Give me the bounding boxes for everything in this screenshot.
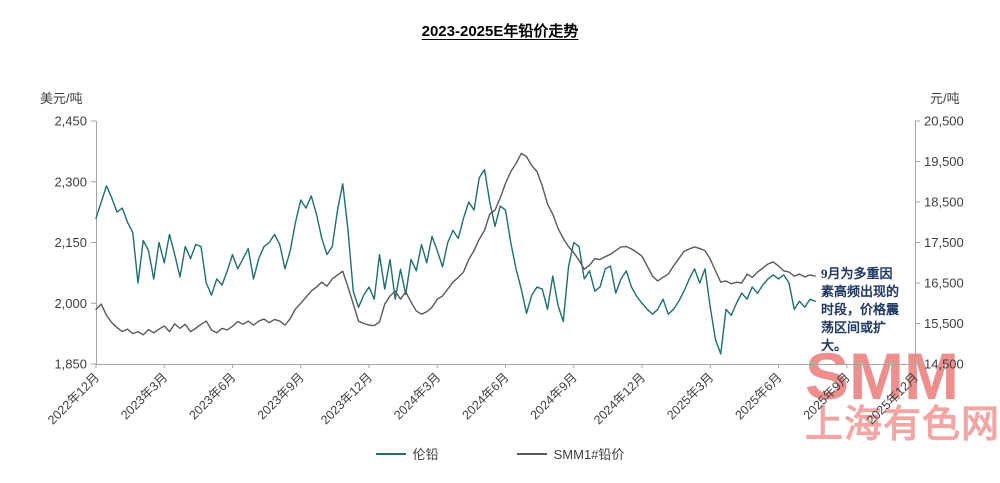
left-axis-tick-labels: 2,450 2,300 2,150 2,000 1,850 — [54, 114, 87, 372]
x-axis-label: 2023年9月 — [255, 370, 307, 422]
legend-item-lme-lead: 伦铅 — [375, 444, 439, 463]
svg-text:1,850: 1,850 — [54, 357, 87, 372]
x-axis-label: 2025年6月 — [732, 370, 784, 422]
left-axis-ticks — [91, 120, 96, 365]
svg-text:18,500: 18,500 — [924, 195, 964, 210]
x-axis-label: 2025年9月 — [801, 370, 853, 422]
x-axis-label: 2023年12月 — [318, 370, 375, 427]
smm-lead-line-swatch — [516, 452, 547, 455]
svg-text:2,000: 2,000 — [54, 296, 87, 311]
svg-text:14,500: 14,500 — [924, 357, 964, 372]
svg-text:2,150: 2,150 — [54, 235, 87, 250]
right-axis-unit-label: 元/吨 — [930, 91, 960, 106]
lme-lead-line-swatch — [375, 452, 406, 455]
x-axis-label: 2025年12月 — [864, 370, 921, 427]
x-axis-label: 2022年12月 — [45, 370, 102, 427]
left-axis-unit-label: 美元/吨 — [40, 91, 83, 106]
svg-text:17,500: 17,500 — [924, 235, 964, 250]
svg-text:2,450: 2,450 — [54, 114, 87, 129]
x-axis-label: 2025年3月 — [664, 370, 716, 422]
x-axis-label: 2023年3月 — [118, 370, 170, 422]
chart-legend: 伦铅 SMM1#铅价 — [0, 444, 1000, 463]
x-axis-label: 2024年3月 — [391, 370, 443, 422]
right-axis-ticks — [915, 120, 920, 365]
x-axis-tick-labels: 2022年12月 2023年3月 2023年6月 2023年9月 2023年12月 202… — [45, 370, 921, 427]
legend-item-smm-lead: SMM1#铅价 — [516, 444, 625, 463]
series-SMM1#铅价 — [95, 152, 816, 336]
chart-title: 2023-2025E年铅价走势 — [421, 23, 579, 40]
svg-text:20,500: 20,500 — [924, 114, 964, 129]
x-axis-label: 2024年6月 — [459, 370, 511, 422]
x-axis-label: 2024年12月 — [591, 370, 648, 427]
series-伦铅 — [95, 168, 816, 355]
svg-text:15,500: 15,500 — [924, 316, 964, 331]
svg-text:19,500: 19,500 — [924, 154, 964, 169]
legend-label-smm-lead: SMM1#铅价 — [553, 447, 625, 462]
forecast-annotation: 9月为多重因素高频出现的时段，价格震荡区间或扩大。 — [821, 266, 900, 353]
right-axis-tick-labels: 20,500 19,500 18,500 17,500 16,500 15,500 14,5… — [924, 114, 964, 372]
x-axis-label: 2023年6月 — [186, 370, 238, 422]
svg-text:2,300: 2,300 — [54, 174, 87, 189]
x-axis-label: 2024年9月 — [528, 370, 580, 422]
axis-lines — [96, 121, 916, 365]
x-axis-ticks — [95, 364, 916, 368]
legend-label-lme-lead: 伦铅 — [412, 447, 439, 462]
svg-text:16,500: 16,500 — [924, 276, 964, 291]
